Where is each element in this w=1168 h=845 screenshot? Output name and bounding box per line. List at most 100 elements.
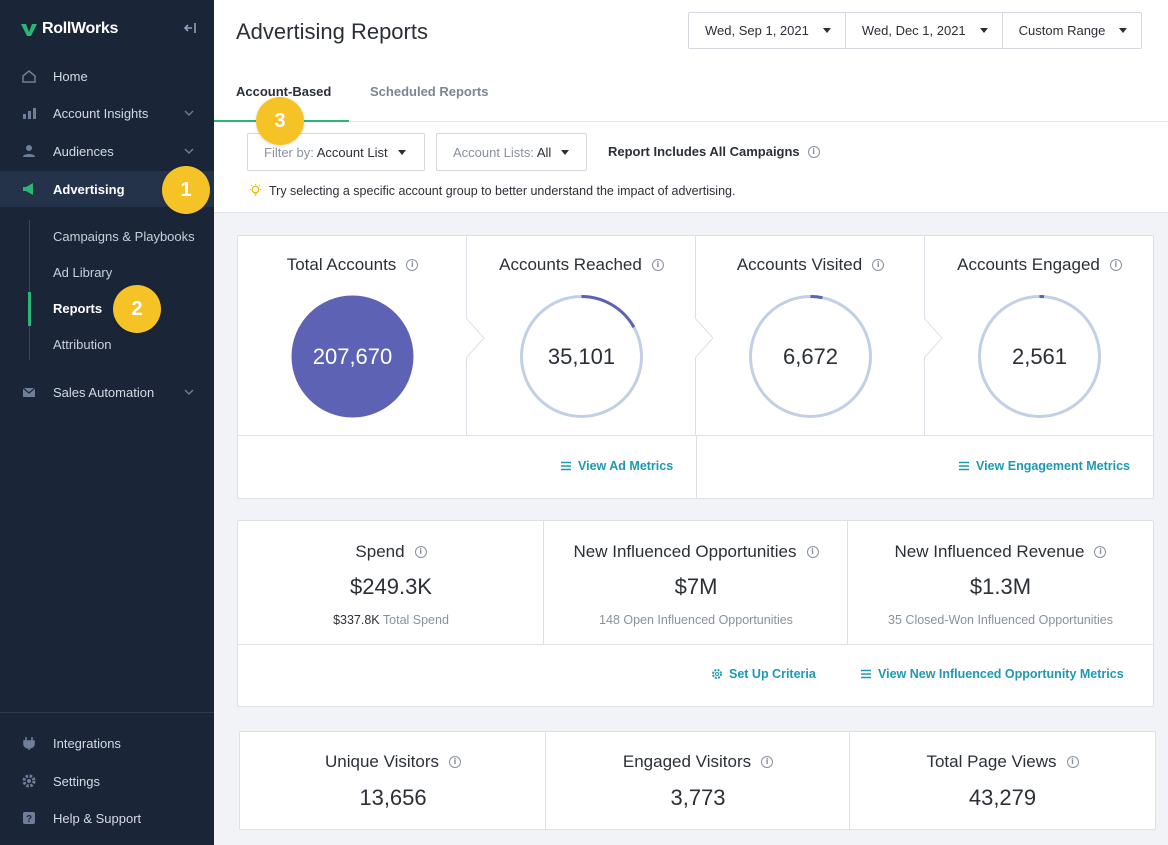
account-lists-dropdown[interactable]: Account Lists: All [436,133,587,171]
accounts-visited-ring: 6,672 [748,294,873,419]
sidebar-subitem-reports[interactable]: Reports [53,301,103,316]
funnel-value: 35,101 [547,343,616,369]
sidebar-subitem-campaigns[interactable]: Campaigns & Playbooks [53,229,195,244]
sidebar-item-label: Sales Automation [53,384,155,400]
tab-scheduled-reports[interactable]: Scheduled Reports [370,84,489,99]
tab-account-based[interactable]: Account-Based [236,84,332,99]
funnel-value: 2,561 [1011,343,1068,369]
funnel-title: Accounts Visited [736,255,863,274]
metric-title: New Influenced Revenue [894,542,1085,561]
info-icon[interactable]: i [872,259,885,271]
brand-logo[interactable]: RollWorks [20,20,118,38]
funnel-arrow [695,318,715,358]
column-divider [545,732,546,831]
sidebar-item-home[interactable]: Home [0,58,214,94]
sidebar-item-account-insights[interactable]: Account Insights [0,95,214,131]
metric-title: Total Page Views [926,752,1057,771]
metric-value: 43,279 [968,785,1037,810]
range-dropdown[interactable]: Custom Range [1003,13,1142,48]
funnel-col-accounts-visited: Accounts Visited i 6,672 [696,236,925,435]
range-label: Custom Range [1018,23,1106,38]
sidebar-item-label: Account Insights [53,105,149,121]
gear-icon [20,773,38,789]
info-icon[interactable]: i [1094,546,1107,558]
influence-metrics-card: Spend i $249.3K $337.8K Total Spend New I… [237,520,1154,707]
sidebar-item-label: Advertising [53,181,125,197]
sidebar-item-label: Home [53,68,88,84]
sidebar-item-audiences[interactable]: Audiences [0,133,214,169]
funnel-title: Total Accounts [286,255,397,274]
account-lists-value: All [536,144,552,160]
column-divider [849,732,850,831]
metric-new-influenced-revenue: New Influenced Revenue i $1.3M 35 Closed-… [848,521,1153,644]
sidebar-item-settings[interactable]: Settings [0,763,214,799]
metric-spend: Spend i $249.3K $337.8K Total Spend [238,521,544,644]
end-date-label: Wed, Dec 1, 2021 [861,23,966,38]
set-up-criteria-link[interactable]: Set Up Criteria [711,667,816,681]
info-icon[interactable]: i [406,259,419,271]
collapse-sidebar-icon[interactable] [182,20,198,36]
megaphone-icon [20,181,38,197]
sidebar-subitem-ad-library[interactable]: Ad Library [53,265,113,280]
metric-title: Unique Visitors [324,752,440,771]
sidebar-item-integrations[interactable]: Integrations [0,725,214,761]
sidebar-item-label: Integrations [53,735,121,751]
funnel-arrow [924,318,944,358]
funnel-value: 6,672 [782,343,839,369]
caret-down-icon [1119,28,1128,33]
funnel-title: Accounts Engaged [957,255,1100,274]
submenu-rail [29,220,30,360]
account-lists-label: Account Lists: [453,144,534,160]
info-icon[interactable]: i [1109,259,1122,271]
metric-title: Spend [355,542,405,561]
view-influenced-opportunity-metrics-link[interactable]: View New Influenced Opportunity Metrics [860,667,1124,681]
sidebar-item-help[interactable]: ? Help & Support [0,800,214,836]
metric-value: 3,773 [670,785,726,810]
info-icon[interactable]: i [806,546,819,558]
chevron-down-icon [183,107,195,119]
page-title: Advertising Reports [236,19,428,44]
column-divider [847,521,848,644]
plug-icon [20,735,38,751]
view-ad-metrics-link[interactable]: View Ad Metrics [560,459,673,473]
info-icon[interactable]: i [449,756,462,768]
funnel-arrow [466,318,486,358]
end-date-dropdown[interactable]: Wed, Dec 1, 2021 [846,13,1003,48]
card-divider [238,644,1153,645]
funnel-title: Accounts Reached [499,255,642,274]
link-label: Set Up Criteria [729,667,816,681]
sidebar-divider [0,712,214,713]
metric-engaged-visitors: Engaged Visitors i 3,773 [546,732,850,831]
start-date-dropdown[interactable]: Wed, Sep 1, 2021 [689,13,846,48]
accounts-reached-ring: 35,101 [519,294,644,419]
chevron-down-icon [183,386,195,398]
callout-badge-1: 1 [162,166,210,214]
column-divider [543,521,544,644]
sidebar-subitem-attribution[interactable]: Attribution [53,337,112,352]
link-label: View Engagement Metrics [976,459,1130,473]
report-note-text: Report Includes All Campaigns [608,144,800,159]
visitors-card: Unique Visitors i 13,656 Engaged Visitors… [239,731,1156,831]
sidebar-item-label: Settings [53,773,100,789]
info-icon[interactable]: i [651,259,664,271]
metric-value: $1.3M [969,574,1032,599]
callout-badge-2: 2 [113,285,161,333]
total-accounts-circle: 207,670 [290,294,415,419]
view-engagement-metrics-link[interactable]: View Engagement Metrics [958,459,1130,473]
info-icon[interactable]: i [414,546,427,558]
info-icon[interactable]: i [807,145,820,158]
ring-progress-arc [749,295,872,418]
tip-text: Try selecting a specific account group t… [269,183,736,198]
metric-sub: Total Spend [382,613,449,627]
filter-bar: Filter by: Account List Account Lists: A… [214,122,1168,213]
info-icon[interactable]: i [761,756,774,768]
funnel-col-accounts-engaged: Accounts Engaged i 2,561 [925,236,1154,435]
sidebar-item-label: Help & Support [53,810,142,826]
filter-by-label: Filter by: [264,144,314,160]
help-icon: ? [20,810,38,826]
sidebar-item-sales-automation[interactable]: Sales Automation [0,374,214,410]
chevron-down-icon [183,145,195,157]
metric-subtext: $337.8K Total Spend [238,613,544,627]
home-icon [20,68,38,84]
info-icon[interactable]: i [1066,756,1079,768]
